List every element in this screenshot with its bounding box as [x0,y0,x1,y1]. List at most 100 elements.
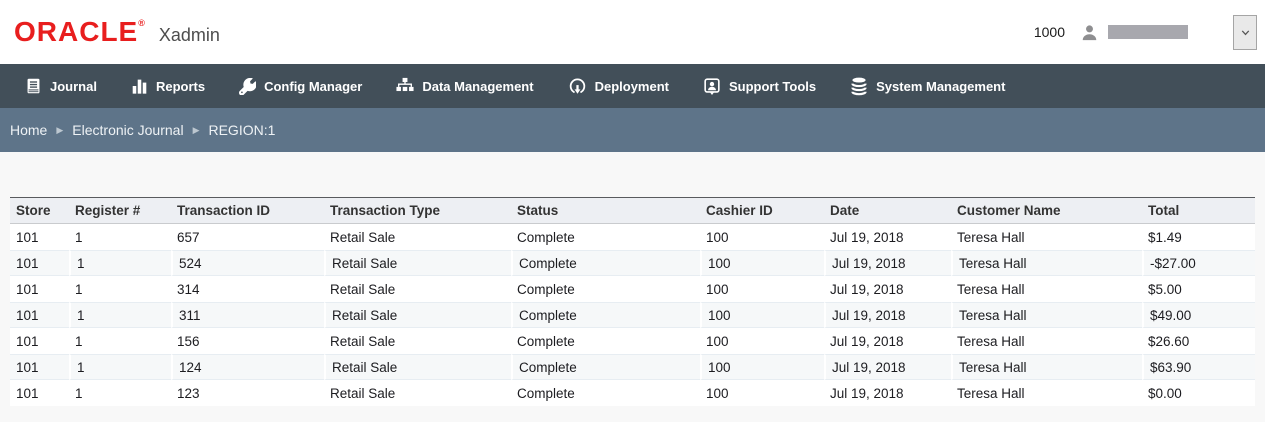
breadcrumb-current-region: REGION:1 [208,122,276,138]
table-cell: 657 [171,224,324,250]
cloud-download-icon [568,77,587,96]
table-cell: Retail Sale [324,276,511,302]
table-cell: 101 [10,354,69,380]
table-cell: Teresa Hall [951,354,1142,380]
oracle-logo: ORACLE® [14,16,146,47]
bar-chart-icon [131,77,148,95]
nav-item-system-management[interactable]: System Management [850,77,1005,96]
table-cell: Complete [511,328,700,354]
table-cell: 1 [69,224,171,250]
nav-item-label: Deployment [594,78,669,94]
table-cell: 100 [700,302,824,328]
user-id-label: 1000 [1033,24,1065,40]
database-icon [850,77,868,96]
nav-item-label: System Management [876,78,1006,94]
column-header[interactable]: Status [511,197,700,224]
table-cell: Jul 19, 2018 [824,302,951,328]
table-cell: Teresa Hall [951,328,1142,354]
table-cell: Retail Sale [324,328,511,354]
column-header[interactable]: Cashier ID [700,197,824,224]
table-cell: Complete [511,302,700,328]
column-header[interactable]: Total [1142,197,1255,224]
table-cell: 101 [10,328,69,354]
nav-item-reports[interactable]: Reports [131,77,205,95]
table-cell: Teresa Hall [951,380,1142,406]
support-person-icon [703,77,721,96]
table-row[interactable]: 101 1 657 Retail Sale Complete 100 Jul 19, 201… [10,224,1255,250]
table-cell: Complete [511,224,700,250]
table-cell: Jul 19, 2018 [824,250,951,276]
table-cell: Complete [511,250,700,276]
nav-item-label: Support Tools [728,78,817,94]
journal-icon [25,77,42,95]
table-cell: Jul 19, 2018 [824,354,951,380]
breadcrumb-separator-icon: ▶ [56,125,64,135]
table-row[interactable]: 101 1 123 Retail Sale Complete 100 Jul 19, 201… [10,380,1255,406]
nav-item-label: Journal [50,78,97,94]
table-cell: 123 [171,380,324,406]
app-title: Xadmin [158,25,220,45]
table-cell: Retail Sale [324,380,511,406]
table-cell: Retail Sale [324,224,511,250]
table-cell: Retail Sale [324,354,511,380]
column-header[interactable]: Register # [69,197,171,224]
top-header: ORACLE® Xadmin 1000 [0,0,1265,64]
table-cell: 1 [69,276,171,302]
table-row[interactable]: 101 1 311 Retail Sale Complete 100 Jul 19, 201… [10,302,1255,328]
nav-item-label: Data Management [422,78,534,94]
transactions-table: Store Register # Transaction ID Transaction… [10,197,1255,406]
table-cell: Jul 19, 2018 [824,380,951,406]
table-row[interactable]: 101 1 156 Retail Sale Complete 100 Jul 19, 201… [10,328,1255,354]
logo-area: ORACLE® Xadmin [14,18,220,46]
table-cell: $26.60 [1142,328,1255,354]
table-row[interactable]: 101 1 314 Retail Sale Complete 100 Jul 19, 201… [10,276,1255,302]
nav-item-journal[interactable]: Journal [25,77,97,95]
table-cell: $49.00 [1142,302,1255,328]
breadcrumb: Home ▶ Electronic Journal ▶ REGION:1 [0,108,1265,152]
table-cell: 1 [69,354,171,380]
nav-item-label: Reports [155,78,206,94]
table-cell: 100 [700,250,824,276]
table-cell: 100 [700,276,824,302]
table-cell: 1 [69,380,171,406]
table-cell: 1 [69,250,171,276]
nav-item-label: Config Manager [264,78,363,94]
table-cell: Teresa Hall [951,250,1142,276]
table-cell: Teresa Hall [951,224,1142,250]
column-header[interactable]: Store [10,197,69,224]
table-cell: $5.00 [1142,276,1255,302]
table-cell: 314 [171,276,324,302]
nav-item-data-management[interactable]: Data Management [396,77,534,95]
breadcrumb-home[interactable]: Home [10,122,48,138]
user-menu-dropdown[interactable] [1233,14,1257,50]
nav-item-config-manager[interactable]: Config Manager [239,77,363,95]
column-header[interactable]: Date [824,197,951,224]
user-name-redacted [1108,25,1188,39]
sitemap-icon [396,77,414,95]
table-cell: Jul 19, 2018 [824,328,951,354]
nav-item-deployment[interactable]: Deployment [568,77,669,96]
nav-item-support-tools[interactable]: Support Tools [703,77,816,96]
breadcrumb-electronic-journal[interactable]: Electronic Journal [72,122,184,138]
column-header[interactable]: Customer Name [951,197,1142,224]
table-cell: Retail Sale [324,250,511,276]
table-cell: Teresa Hall [951,276,1142,302]
column-header[interactable]: Transaction Type [324,197,511,224]
table-row[interactable]: 101 1 124 Retail Sale Complete 100 Jul 19, 201… [10,354,1255,380]
table-cell: 156 [171,328,324,354]
table-cell: Complete [511,276,700,302]
table-row[interactable]: 101 1 524 Retail Sale Complete 100 Jul 19, 201… [10,250,1255,276]
column-header[interactable]: Transaction ID [171,197,324,224]
content-area: Store Register # Transaction ID Transaction… [0,152,1265,406]
breadcrumb-separator-icon: ▶ [192,125,200,135]
person-icon [1080,24,1099,41]
table-cell: $0.00 [1142,380,1255,406]
table-cell: 101 [10,302,69,328]
table-cell: 100 [700,328,824,354]
table-body: 101 1 657 Retail Sale Complete 100 Jul 19, 201… [10,224,1255,406]
table-cell: 101 [10,224,69,250]
table-cell: 101 [10,250,69,276]
table-cell: -$27.00 [1142,250,1255,276]
table-cell: Retail Sale [324,302,511,328]
chevron-down-icon [1241,29,1249,35]
